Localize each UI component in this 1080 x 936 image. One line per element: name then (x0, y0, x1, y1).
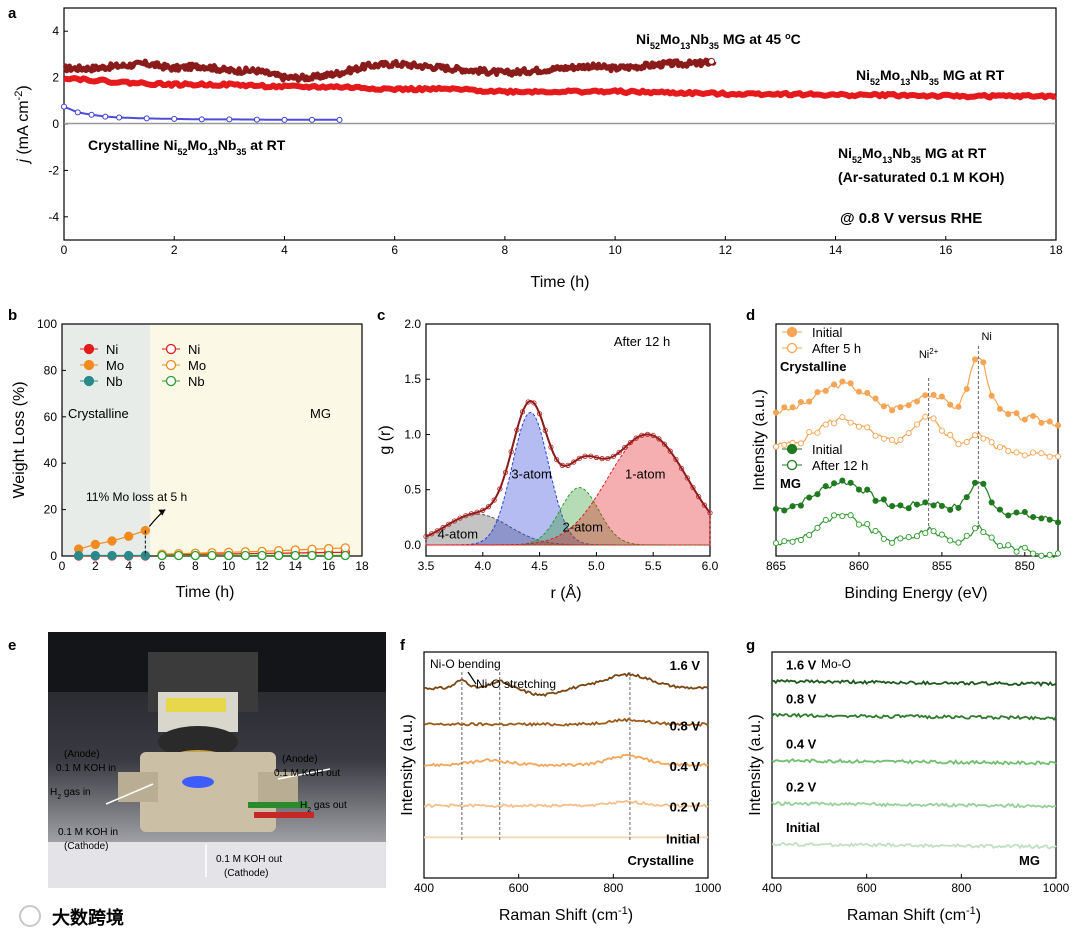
electrochemical-cell-illustration (48, 632, 386, 888)
panel-e-photo (48, 632, 386, 888)
